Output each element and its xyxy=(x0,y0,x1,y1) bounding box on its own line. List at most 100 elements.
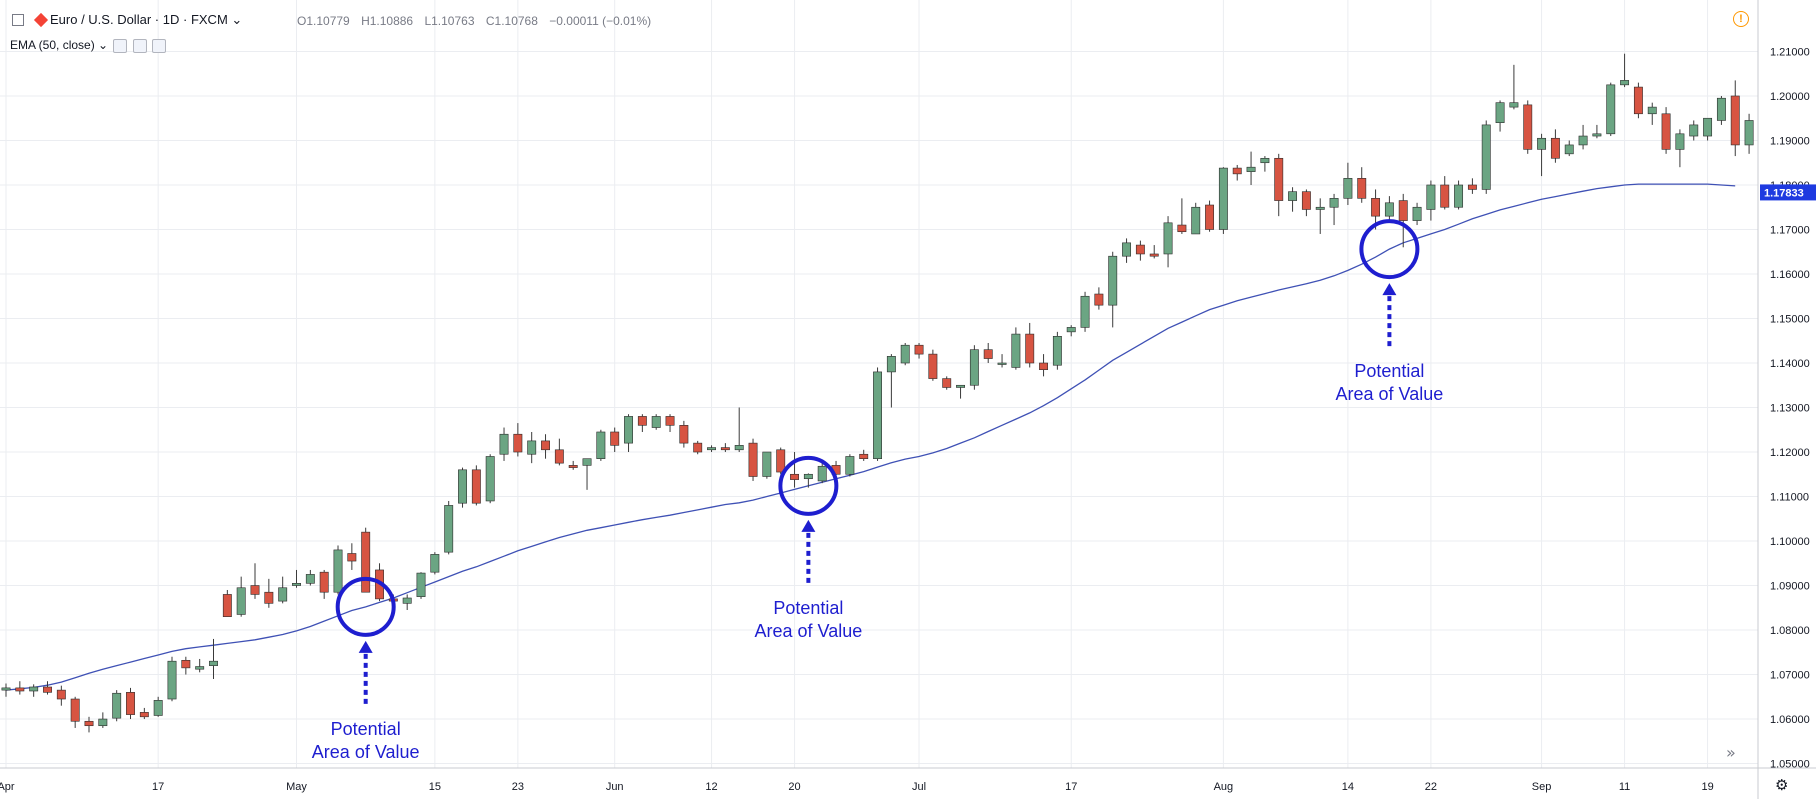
candle-body xyxy=(582,458,592,466)
time-tick-label: Aug xyxy=(1214,781,1234,793)
candle-body xyxy=(458,469,467,504)
eye-icon[interactable] xyxy=(113,38,128,53)
time-tick-label: 23 xyxy=(512,781,524,793)
price-tick-label: 1.20000 xyxy=(1770,91,1810,103)
candle-body xyxy=(1606,84,1616,135)
symbol-header[interactable]: Euro / U.S. Dollar · 1D · FXCM ⌄ xyxy=(50,12,243,27)
collapse-icon[interactable] xyxy=(12,14,24,26)
candle-body xyxy=(1288,191,1298,201)
candle-body xyxy=(1135,244,1145,255)
candle-body xyxy=(1730,95,1740,146)
candle-body xyxy=(817,465,827,482)
settings-gear-icon[interactable]: ⚙ xyxy=(1775,776,1788,794)
candle-body xyxy=(1,687,11,691)
candle-body xyxy=(969,349,979,386)
candle-body xyxy=(928,353,938,379)
candle-body xyxy=(1564,144,1574,155)
warning-icon[interactable]: ! xyxy=(1733,11,1749,27)
value-area-circle xyxy=(1359,219,1420,280)
candle-body xyxy=(1620,80,1630,86)
candle-body xyxy=(1357,178,1367,199)
candle-body xyxy=(513,433,523,453)
candle-body xyxy=(139,712,149,718)
annotation-line1: Potential xyxy=(773,598,843,618)
symbol-name[interactable]: Euro / U.S. Dollar xyxy=(50,12,152,27)
arrow-head xyxy=(358,640,373,653)
candle-body xyxy=(56,689,66,700)
scroll-to-realtime-icon[interactable]: » xyxy=(1726,743,1736,762)
gear-icon[interactable] xyxy=(132,38,147,53)
indicator-legend[interactable]: EMA (50, close) ⌄ xyxy=(10,38,167,53)
time-tick-label: 15 xyxy=(429,781,441,793)
candle-body xyxy=(1039,362,1048,370)
close-icon[interactable] xyxy=(152,38,167,53)
close-value: C1.10768 xyxy=(485,14,538,28)
price-tick-label: 1.21000 xyxy=(1770,46,1810,58)
candle-body xyxy=(1509,102,1519,108)
candle-body xyxy=(236,587,246,615)
candle-body xyxy=(1149,253,1159,257)
candle-body xyxy=(1343,178,1353,199)
candle-body xyxy=(1689,124,1699,137)
candle-body xyxy=(1080,295,1090,328)
candle-body xyxy=(1440,184,1450,208)
candle-body xyxy=(1633,86,1643,115)
candle-body xyxy=(167,660,177,700)
candle-body xyxy=(1246,166,1256,172)
candle-body xyxy=(1384,202,1394,217)
time-tick-label: Sep xyxy=(1532,781,1552,793)
time-tick-label: 12 xyxy=(705,781,717,793)
candle-body xyxy=(15,687,25,692)
indicator-label[interactable]: EMA (50, close) xyxy=(10,38,95,52)
candle-body xyxy=(1108,255,1118,306)
candle-body xyxy=(886,356,896,373)
ohlc-readout: O1.10779 H1.10886 L1.10763 C1.10768 −0.0… xyxy=(297,14,659,28)
candle-body xyxy=(485,456,495,502)
candle-body xyxy=(264,591,274,604)
candle-body xyxy=(1122,242,1132,257)
candle-body xyxy=(153,700,163,716)
candle-body xyxy=(983,349,993,359)
candle-body xyxy=(748,442,758,477)
candle-body xyxy=(1191,206,1201,235)
candle-body xyxy=(1315,206,1325,210)
time-tick-label: 11 xyxy=(1619,781,1630,793)
candle-body xyxy=(126,692,135,715)
chevron-down-icon[interactable]: ⌄ xyxy=(98,38,109,52)
exchange-label[interactable]: FXCM xyxy=(190,12,228,27)
candle-body xyxy=(720,447,730,451)
candle-body xyxy=(803,473,813,480)
candle-body xyxy=(1550,137,1560,159)
candle-body xyxy=(1011,333,1021,368)
value-area-circle xyxy=(335,576,396,637)
price-tick-label: 1.17000 xyxy=(1770,224,1810,236)
candle-body xyxy=(1094,293,1104,306)
change-value: −0.00011 (−0.01%) xyxy=(549,14,652,28)
chevron-down-icon[interactable]: ⌄ xyxy=(231,12,243,27)
time-tick-label: 19 xyxy=(1701,781,1713,793)
candle-body xyxy=(1523,104,1533,150)
candle-body xyxy=(707,447,716,451)
price-tick-label: 1.16000 xyxy=(1770,269,1810,281)
candle-body xyxy=(1177,224,1187,233)
candle-body xyxy=(1578,135,1588,146)
annotations-layer: Potential Area of Value Potential Area of V… xyxy=(312,219,1443,762)
candle-body xyxy=(693,442,703,453)
candle-body xyxy=(416,572,426,597)
candle-body xyxy=(762,451,772,477)
candle-body xyxy=(554,449,564,464)
candle-body xyxy=(1647,106,1657,115)
time-tick-label: Jul xyxy=(912,781,926,793)
candle-body xyxy=(1274,157,1284,201)
candle-body xyxy=(1454,184,1464,208)
value-area-circle xyxy=(778,455,839,516)
candle-body xyxy=(347,553,357,562)
interval-label[interactable]: 1D xyxy=(162,12,180,27)
price-tick-label: 1.06000 xyxy=(1770,714,1810,726)
candle-body xyxy=(679,425,689,444)
candle-body xyxy=(942,378,952,388)
candle-body xyxy=(43,686,52,693)
